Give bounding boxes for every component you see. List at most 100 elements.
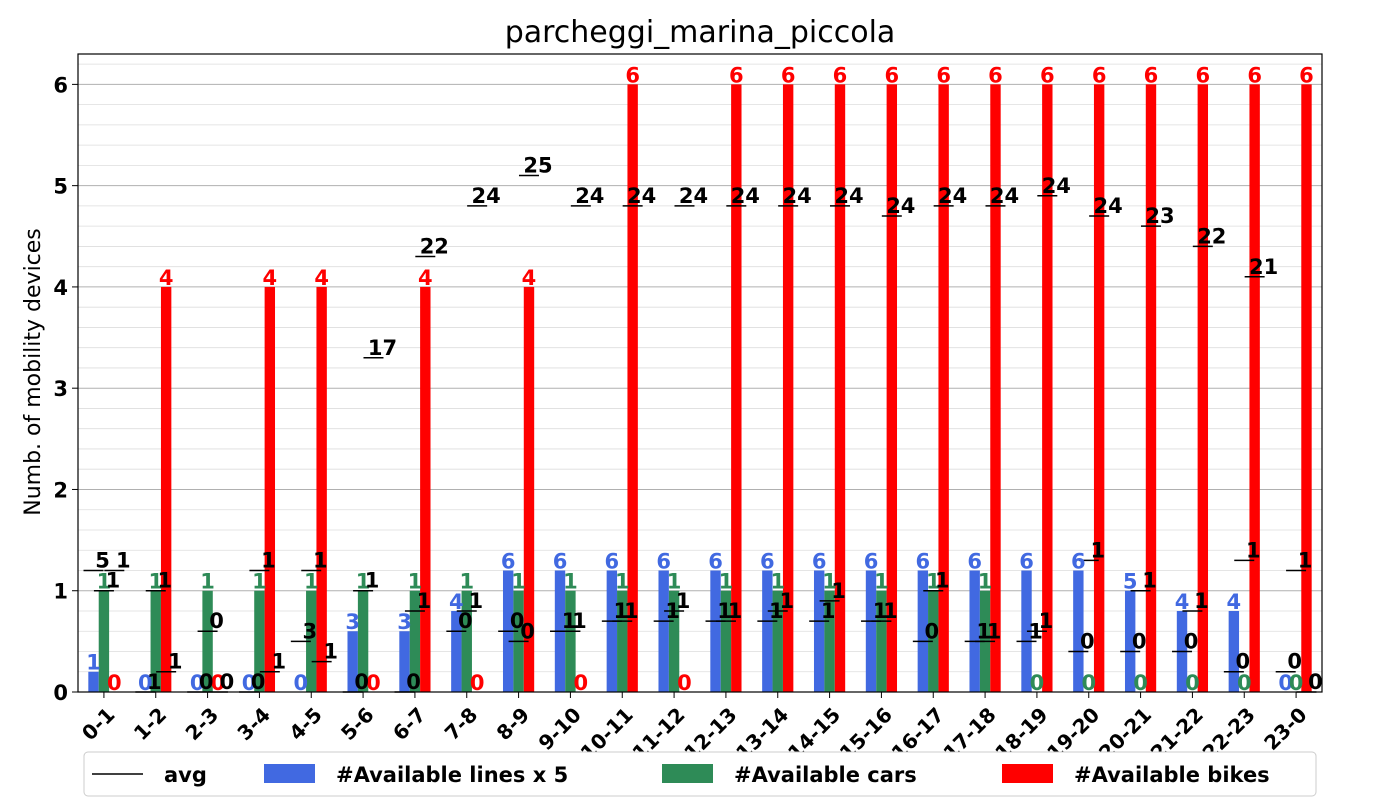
bar [254,590,265,692]
avg-value-label: 24 [627,184,656,208]
avg-value-label: 24 [679,184,708,208]
avg-value-label: 1 [935,569,950,593]
avg-value-label: 1 [365,569,380,593]
bar [1042,84,1053,692]
avg-value-label: 21 [1249,255,1278,279]
avg-value-label: 23 [1145,204,1174,228]
y-tick-label: 0 [53,681,68,705]
bar-value-label: 6 [1019,549,1034,573]
bar-value-label: 4 [449,590,464,614]
bar-value-label: 6 [916,549,931,573]
bar-value-label: 0 [366,671,381,695]
avg-value-label: 24 [834,184,863,208]
legend-bikes-label: #Available bikes [1074,763,1270,787]
bar [824,590,835,692]
avg-value-label: 24 [731,184,760,208]
avg-value-label: 0 [520,619,535,643]
avg-value-label: 1 [116,548,131,572]
avg-value-label: 1 [313,548,328,572]
bar-value-label: 1 [304,570,319,594]
avg-value-label: 24 [1094,194,1123,218]
bar-value-label: 6 [885,63,900,87]
avg-value-label: 1 [168,650,183,674]
bar-value-label: 1 [926,570,941,594]
avg-value-label: 0 [1308,670,1323,694]
avg-value-label: 1 [323,640,338,664]
bar-value-label: 1 [667,570,682,594]
bar-value-label: 4 [159,266,174,290]
avg-value-label: 24 [990,184,1019,208]
bar-value-label: 6 [967,549,982,573]
bar [150,590,161,692]
avg-value-label: 22 [420,235,449,259]
bar-value-label: 0 [1289,671,1304,695]
avg-value-label: 1 [272,650,287,674]
x-tick-label: 7-8 [440,703,483,746]
legend-cars-label: #Available cars [734,763,917,787]
avg-value-label: 1 [665,599,680,623]
avg-value-label: 24 [575,184,604,208]
bar-value-label: 0 [1278,671,1293,695]
avg-value-label: 5 [95,548,110,572]
bar-value-label: 6 [1247,63,1262,87]
avg-value-label: 1 [1194,589,1209,613]
bar [731,84,742,692]
bar-value-label: 6 [1299,63,1314,87]
avg-value-label: 1 [417,589,432,613]
avg-value-label: 1 [769,599,784,623]
bar [1228,610,1240,692]
bar-value-label: 4 [263,266,278,290]
bar-value-label: 6 [605,549,620,573]
bar-value-label: 1 [356,570,371,594]
bar-value-label: 3 [345,610,360,634]
bar-value-label: 1 [86,651,101,675]
avg-value-label: 0 [199,670,214,694]
avg-value-label: 0 [220,670,235,694]
bar [461,590,472,692]
bar [1124,590,1136,692]
avg-value-label: 22 [1197,224,1226,248]
bar [420,286,431,692]
bar-value-label: 0 [1030,671,1045,695]
bar-value-label: 1 [978,570,993,594]
avg-value-label: 25 [523,154,552,178]
avg-value-label: 1 [717,599,732,623]
bar-value-label: 0 [294,671,309,695]
bar-value-label: 1 [719,570,734,594]
bar-value-label: 6 [1071,549,1086,573]
x-tick-label: 2-3 [181,703,224,746]
bar [876,590,887,692]
bar-value-label: 6 [553,549,568,573]
bar-value-label: 1 [97,570,112,594]
avg-value-label: 0 [458,609,473,633]
bar-value-label: 1 [511,570,526,594]
bar [617,590,628,692]
avg-value-label: 1 [873,599,888,623]
bar-value-label: 0 [107,671,122,695]
bar [264,286,276,692]
avg-value-label: 24 [472,184,501,208]
bar [606,570,618,692]
avg-value-label: 0 [1287,650,1302,674]
bar-value-label: 4 [418,266,433,290]
bar-value-label: 4 [314,266,329,290]
avg-value-label: 1 [157,569,172,593]
avg-value-label: 0 [1132,629,1147,653]
plot-frame [77,53,1323,693]
bar-value-label: 0 [190,671,205,695]
bar-value-label: 1 [459,570,474,594]
bar-value-label: 0 [574,671,589,695]
bar [668,590,680,692]
bar-value-label: 0 [1133,671,1148,695]
bar [1249,84,1260,692]
x-tick-label: 6-7 [388,703,431,746]
avg-value-label: 1 [883,599,898,623]
bar-value-label: 0 [470,671,485,695]
bar [886,84,898,692]
y-tick-label: 4 [53,276,68,300]
bar-value-label: 0 [242,671,257,695]
bar [938,84,949,692]
avg-value-label: 1 [147,670,162,694]
bar-value-label: 6 [729,63,744,87]
avg-value-label: 1 [987,619,1002,643]
